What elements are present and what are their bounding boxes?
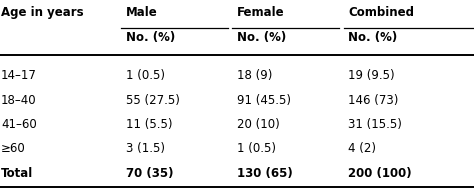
Text: 146 (73): 146 (73) xyxy=(348,94,399,107)
Text: Age in years: Age in years xyxy=(1,6,83,19)
Text: ≥60: ≥60 xyxy=(1,142,26,155)
Text: 19 (9.5): 19 (9.5) xyxy=(348,69,395,82)
Text: 3 (1.5): 3 (1.5) xyxy=(126,142,164,155)
Text: 130 (65): 130 (65) xyxy=(237,167,293,180)
Text: Male: Male xyxy=(126,6,157,19)
Text: 1 (0.5): 1 (0.5) xyxy=(237,142,276,155)
Text: 18 (9): 18 (9) xyxy=(237,69,273,82)
Text: 31 (15.5): 31 (15.5) xyxy=(348,118,402,131)
Text: Combined: Combined xyxy=(348,6,414,19)
Text: Total: Total xyxy=(1,167,33,180)
Text: No. (%): No. (%) xyxy=(348,31,398,44)
Text: 11 (5.5): 11 (5.5) xyxy=(126,118,172,131)
Text: 4 (2): 4 (2) xyxy=(348,142,376,155)
Text: No. (%): No. (%) xyxy=(237,31,286,44)
Text: 20 (10): 20 (10) xyxy=(237,118,280,131)
Text: 41–60: 41–60 xyxy=(1,118,36,131)
Text: 91 (45.5): 91 (45.5) xyxy=(237,94,291,107)
Text: 18–40: 18–40 xyxy=(1,94,36,107)
Text: 55 (27.5): 55 (27.5) xyxy=(126,94,180,107)
Text: 14–17: 14–17 xyxy=(1,69,37,82)
Text: Female: Female xyxy=(237,6,284,19)
Text: 70 (35): 70 (35) xyxy=(126,167,173,180)
Text: No. (%): No. (%) xyxy=(126,31,175,44)
Text: 200 (100): 200 (100) xyxy=(348,167,412,180)
Text: 1 (0.5): 1 (0.5) xyxy=(126,69,164,82)
